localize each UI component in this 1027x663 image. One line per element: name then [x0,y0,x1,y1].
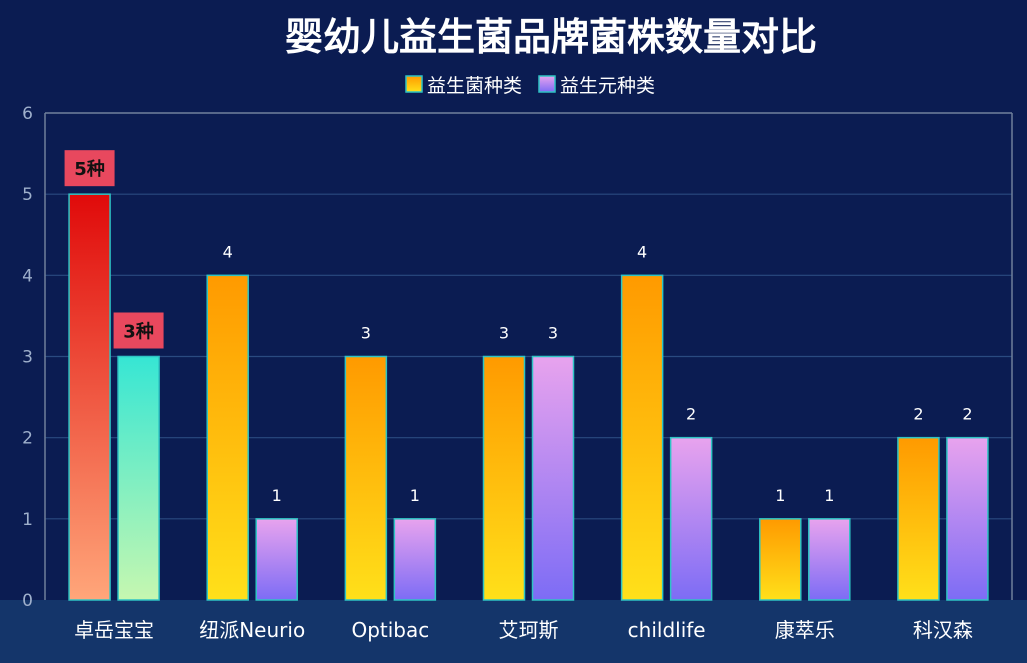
x-tick-label: Optibac [351,618,429,642]
x-tick-labels: 卓岳宝宝 纽派Neurio Optibac 艾珂斯 childlife 康萃乐 科汉森 [74,618,973,642]
bars [68,193,989,601]
data-label: 3 [361,324,371,343]
x-axis-band [0,600,1027,663]
y-tick-label: 0 [22,591,33,611]
data-label-highlight: 3种 [123,321,154,343]
y-tick-label: 6 [22,104,33,124]
data-label-highlight: 5种 [74,158,105,180]
bar-series2 [946,436,989,601]
grid-lines [45,112,1012,520]
data-label: 1 [410,486,420,505]
data-label: 3 [499,324,509,343]
bar-series1 [897,436,940,601]
axes: 0 1 2 3 4 5 6 [22,104,1013,611]
y-tick-label: 2 [22,429,33,449]
x-tick-label: 卓岳宝宝 [74,618,154,642]
x-tick-label: 科汉森 [913,618,973,642]
data-label: 4 [223,242,233,261]
data-label: 2 [962,405,972,424]
legend: 益生菌种类 益生元种类 [405,75,655,97]
data-labels: 5种 3种 4 1 3 1 3 3 4 2 1 1 2 2 [64,150,973,505]
bar-series2 [393,518,437,601]
x-tick-label: 康萃乐 [775,618,835,642]
legend-label-series1: 益生菌种类 [427,75,522,97]
highlight-label-background [64,150,115,187]
data-label: 1 [775,486,785,505]
bar-series1 [344,355,388,601]
bar-series2 [117,355,160,601]
data-label: 3 [548,324,558,343]
chart-title: 婴幼儿益生菌品牌菌株数量对比 [285,15,817,59]
x-tick-label: childlife [628,618,706,642]
bar-series2 [808,518,851,601]
data-label: 2 [913,405,923,424]
data-label: 2 [686,405,696,424]
bar-series2 [255,518,298,601]
x-tick-label: 艾珂斯 [499,618,559,642]
data-label: 4 [637,242,647,261]
data-label: 1 [824,486,834,505]
y-tick-label: 3 [22,348,33,368]
bar-series1 [206,274,249,601]
bar-series1 [482,355,526,601]
y-tick-label: 1 [22,510,33,530]
y-tick-label: 4 [22,266,33,286]
bar-series1 [620,274,664,601]
bar-series1 [759,518,802,601]
data-label: 1 [272,486,282,505]
legend-label-series2: 益生元种类 [560,75,655,97]
highlight-label-background [113,312,164,349]
x-tick-label: 纽派Neurio [199,618,305,642]
bar-series2 [531,355,575,601]
y-tick-label: 5 [22,185,33,205]
legend-swatch-series1 [405,75,423,93]
bar-series1 [68,193,111,601]
legend-swatch-series2 [538,75,556,93]
bar-series2 [669,436,713,601]
